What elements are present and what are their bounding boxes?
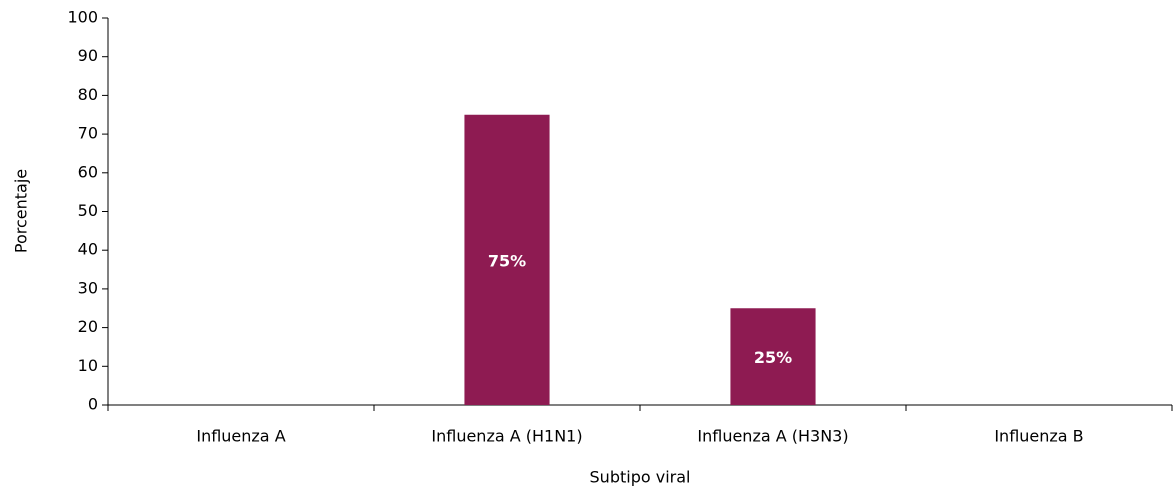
- y-tick-label: 0: [88, 395, 98, 414]
- y-tick-label: 70: [78, 124, 98, 143]
- y-tick-label: 90: [78, 46, 98, 65]
- y-tick-label: 30: [78, 278, 98, 297]
- data-label: 25%: [754, 348, 792, 367]
- y-tick-label: 20: [78, 317, 98, 336]
- y-tick-label: 80: [78, 85, 98, 104]
- y-axis-label: Porcentaje: [12, 169, 31, 253]
- bar: [464, 114, 550, 405]
- y-tick-label: 40: [78, 240, 98, 259]
- x-axis-label: Subtipo viral: [590, 468, 691, 487]
- x-tick-label: Influenza A (H3N3): [697, 427, 848, 446]
- x-tick-label: Influenza B: [994, 427, 1083, 446]
- bar: [730, 308, 816, 405]
- y-tick-label: 60: [78, 162, 98, 181]
- data-label: 75%: [488, 251, 526, 270]
- x-tick-label: Influenza A (H1N1): [431, 427, 582, 446]
- y-tick-label: 10: [78, 356, 98, 375]
- y-tick-label: 50: [78, 201, 98, 220]
- y-tick-label: 100: [67, 8, 98, 27]
- x-tick-label: Influenza A: [196, 427, 285, 446]
